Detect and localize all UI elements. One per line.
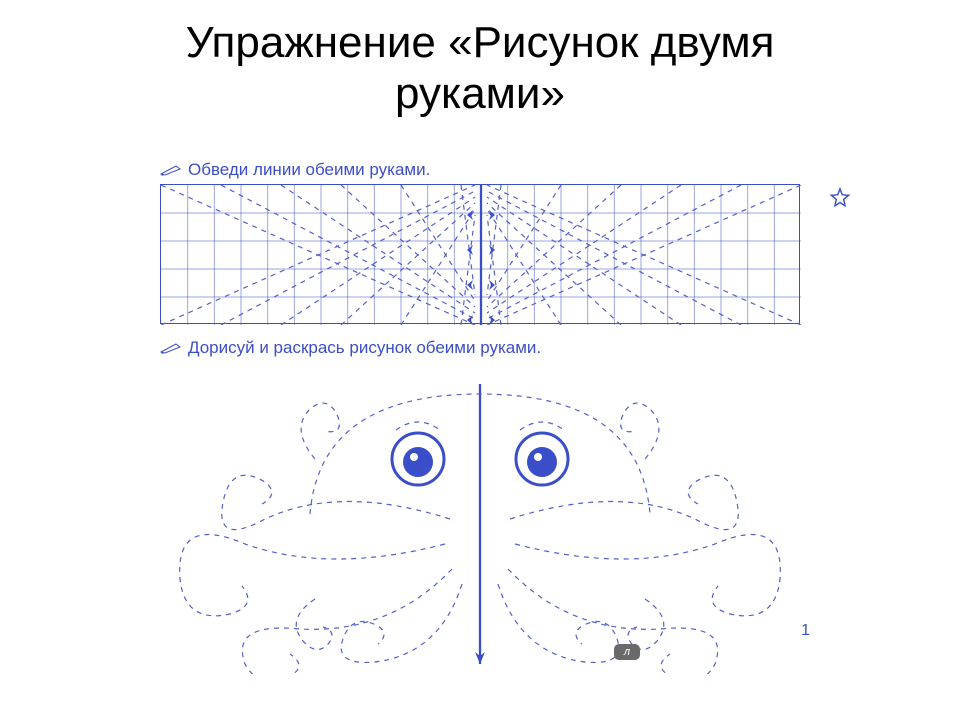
star-icon bbox=[829, 187, 851, 209]
title-line-1: Упражнение «Рисунок двумя bbox=[186, 18, 775, 67]
instruction-1-text: Обведи линии обеими руками. bbox=[188, 160, 430, 180]
octopus-drawing bbox=[160, 364, 800, 674]
instruction-1: Обведи линии обеими руками. bbox=[160, 160, 800, 180]
page-number: 1 bbox=[801, 622, 810, 640]
title-line-2: руками» bbox=[395, 69, 565, 118]
page-title: Упражнение «Рисунок двумя руками» bbox=[0, 0, 960, 119]
grid-lines bbox=[161, 185, 801, 325]
instruction-2: Дорисуй и раскрась рисунок обеими руками… bbox=[160, 338, 800, 358]
publisher-logo: л bbox=[614, 644, 640, 660]
instruction-2-text: Дорисуй и раскрась рисунок обеими руками… bbox=[188, 338, 541, 358]
worksheet: Обведи линии обеими руками. Дорисуй и ра… bbox=[160, 160, 800, 674]
octopus-svg bbox=[160, 364, 800, 674]
pencil-icon bbox=[160, 164, 182, 176]
tracing-grid bbox=[160, 184, 800, 324]
pencil-icon bbox=[160, 342, 182, 354]
